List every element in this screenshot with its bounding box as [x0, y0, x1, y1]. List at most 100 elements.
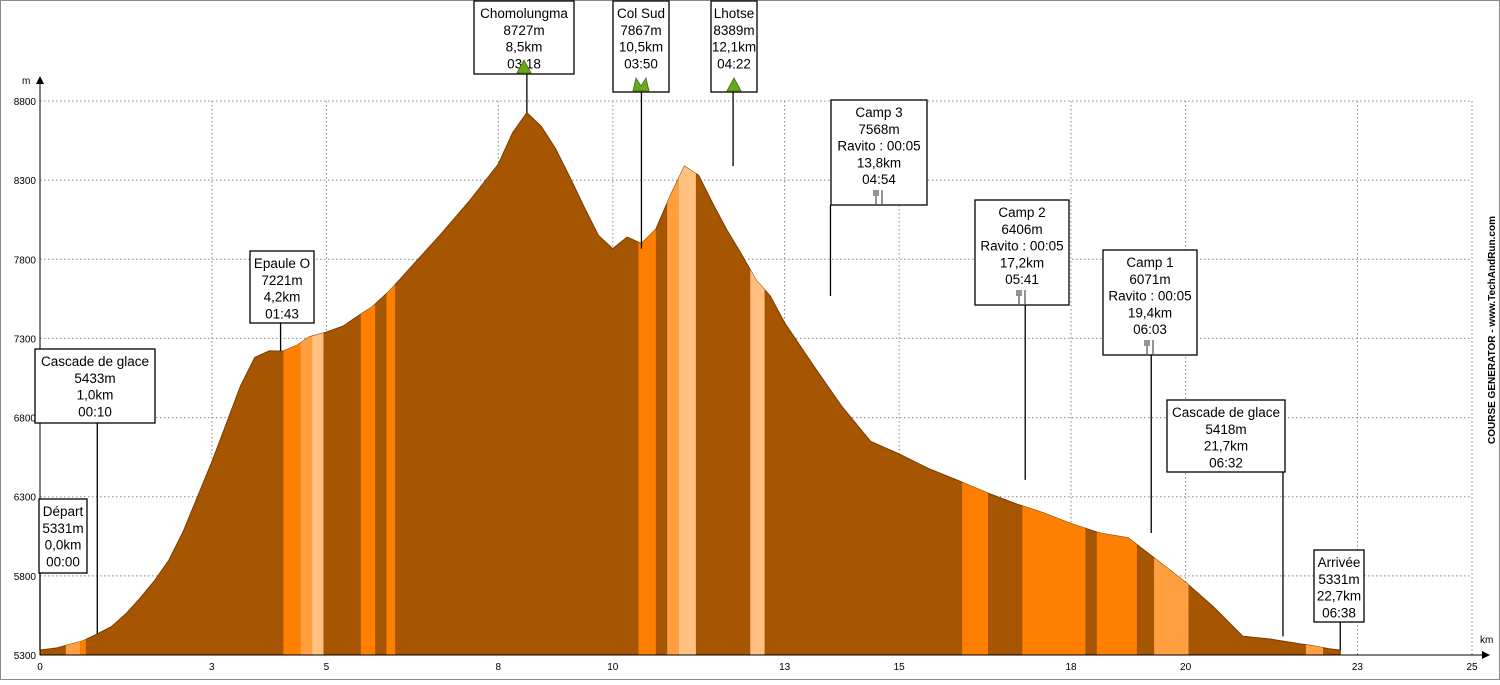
profile-segment: [80, 639, 86, 655]
waypoint-text: 7867m: [620, 23, 661, 38]
y-tick-label: 8800: [14, 97, 37, 108]
waypoint-text: 7221m: [261, 273, 302, 288]
waypoint-box: [1102, 249, 1198, 356]
profile-segment: [360, 304, 376, 655]
waypoint-text: 6071m: [1129, 272, 1170, 287]
x-tick-label: 8: [495, 662, 501, 673]
y-tick-label: 6800: [14, 414, 37, 425]
waypoint-text: Camp 2: [998, 205, 1045, 220]
profile-area: [39, 111, 1341, 656]
summit-icon: [726, 77, 742, 92]
waypoint-text: 19,4km: [1128, 305, 1172, 320]
waypoint-text: Camp 1: [1126, 255, 1173, 270]
profile-segment: [283, 342, 301, 655]
y-tick-label: 7300: [14, 334, 37, 345]
profile-segment: [638, 229, 656, 655]
waypoint-text: Chomolungma: [480, 6, 568, 21]
waypoint-text: 5331m: [42, 521, 83, 536]
x-tick-label: 18: [1065, 662, 1077, 673]
waypoint-box: [1313, 549, 1365, 623]
x-tick-label: 15: [894, 662, 906, 673]
waypoint-box: [830, 99, 928, 206]
profile-segment: [1305, 644, 1324, 655]
y-tick-label: 5800: [14, 572, 37, 583]
waypoint-text: 8727m: [503, 23, 544, 38]
waypoint-text: Arrivée: [1318, 555, 1361, 570]
waypoint-text: Ravito : 00:05: [1108, 289, 1191, 304]
waypoint-box: [974, 199, 1070, 306]
waypoint-text: Epaule O: [254, 256, 310, 271]
waypoint-text: Cascade de glace: [41, 354, 149, 369]
waypoint-text: 00:00: [46, 554, 80, 569]
waypoint-text: 5331m: [1318, 572, 1359, 587]
profile-segment: [678, 166, 696, 655]
waypoint-text: 04:54: [862, 172, 896, 187]
waypoint-text: Ravito : 00:05: [837, 139, 920, 154]
waypoint-box: [249, 250, 315, 324]
waypoint-text: 6406m: [1001, 222, 1042, 237]
profile-segment: [1022, 505, 1086, 655]
profile-segment: [667, 178, 679, 655]
profile-segment: [65, 641, 81, 655]
y-tick-label: 8300: [14, 176, 37, 187]
waypoint-text: Camp 3: [855, 105, 902, 120]
profile-segment: [1154, 557, 1189, 655]
waypoint-text: 8,5km: [506, 40, 543, 55]
waypoint-text: Cascade de glace: [1172, 405, 1280, 420]
waypoint-text: 01:43: [265, 306, 299, 321]
waypoint-text: 8389m: [713, 23, 754, 38]
waypoint-text: 03:50: [624, 56, 658, 71]
waypoint-text: 10,5km: [619, 40, 663, 55]
food-station-icon: [873, 190, 883, 204]
x-tick-label: 20: [1180, 662, 1192, 673]
waypoint-text: 06:03: [1133, 322, 1167, 337]
x-tick-label: 23: [1352, 662, 1364, 673]
waypoint-box: [612, 0, 670, 93]
waypoint-text: 13,8km: [857, 155, 901, 170]
pass-icon: [632, 76, 650, 92]
food-station-icon: [1144, 340, 1154, 354]
x-tick-label: 25: [1466, 662, 1478, 673]
waypoint-text: 17,2km: [1000, 255, 1044, 270]
profile-segment: [386, 284, 396, 655]
x-tick-label: 0: [37, 662, 43, 673]
waypoint-text: 05:41: [1005, 272, 1039, 287]
x-tick-label: 10: [607, 662, 619, 673]
profile-segment: [300, 336, 313, 655]
waypoint-text: Départ: [43, 504, 84, 519]
waypoint-text: 5433m: [74, 371, 115, 386]
waypoint-text: Ravito : 00:05: [980, 239, 1063, 254]
waypoint-text: 1,0km: [77, 388, 114, 403]
food-station-icon: [1016, 290, 1026, 304]
waypoint-text: 00:10: [78, 404, 112, 419]
waypoint-text: 06:38: [1322, 605, 1356, 620]
y-tick-label: 6300: [14, 493, 37, 504]
waypoint-box: [38, 498, 88, 574]
profile-segment: [312, 332, 324, 655]
waypoint-text: 22,7km: [1317, 589, 1361, 604]
x-tick-label: 5: [324, 662, 330, 673]
summit-icon: [516, 59, 532, 74]
waypoint-box: [1166, 399, 1286, 473]
waypoint-text: 06:32: [1209, 455, 1243, 470]
waypoint-text: Col Sud: [617, 6, 665, 21]
x-tick-label: 13: [779, 662, 791, 673]
waypoint-text: 21,7km: [1204, 439, 1248, 454]
waypoint-text: 4,2km: [264, 290, 301, 305]
waypoint-text: 12,1km: [712, 40, 756, 55]
tick-labels: 0 3 5 8 10 13 15 18 20 23 25 5300 5800 6300 6800 7300 78…: [14, 97, 1478, 673]
y-axis-arrow: [36, 76, 44, 84]
